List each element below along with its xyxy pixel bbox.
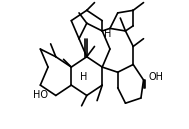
Text: H: H (81, 72, 88, 82)
Text: H: H (104, 29, 111, 39)
Text: HO: HO (33, 90, 48, 100)
Text: OH: OH (148, 72, 163, 82)
